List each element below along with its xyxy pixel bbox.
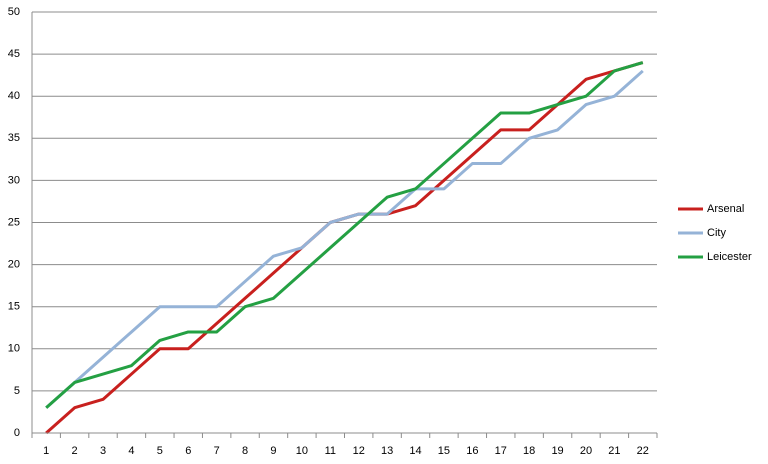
x-tick-label: 9 <box>270 445 276 457</box>
x-tick-label: 21 <box>608 445 620 457</box>
y-tick-label: 15 <box>8 301 20 313</box>
x-tick-label: 8 <box>242 445 248 457</box>
y-tick-label: 40 <box>8 90 20 102</box>
x-tick-label: 13 <box>381 445 393 457</box>
x-tick-label: 3 <box>100 445 106 457</box>
y-tick-label: 0 <box>14 427 20 439</box>
legend-label: Arsenal <box>707 203 744 215</box>
y-tick-label: 5 <box>14 385 20 397</box>
x-tick-label: 22 <box>637 445 649 457</box>
x-tick-label: 12 <box>353 445 365 457</box>
x-tick-label: 14 <box>409 445 421 457</box>
x-tick-label: 11 <box>325 445 336 457</box>
x-tick-label: 2 <box>72 445 78 457</box>
series-line <box>45 61 644 409</box>
x-tick-label: 20 <box>580 445 592 457</box>
y-tick-label: 25 <box>8 216 20 228</box>
series-line <box>45 69 644 409</box>
x-tick-label: 4 <box>128 445 134 457</box>
y-tick-label: 50 <box>8 6 20 18</box>
x-tick-label: 17 <box>495 445 507 457</box>
legend-label: City <box>707 227 726 239</box>
y-tick-label: 45 <box>8 48 20 60</box>
x-tick-label: 5 <box>157 445 163 457</box>
x-tick-label: 1 <box>43 445 49 457</box>
y-tick-label: 35 <box>8 132 20 144</box>
x-tick-label: 18 <box>523 445 535 457</box>
x-tick-label: 10 <box>296 445 308 457</box>
x-tick-label: 7 <box>214 445 220 457</box>
x-tick-label: 19 <box>551 445 563 457</box>
y-tick-label: 30 <box>8 174 20 186</box>
x-tick-label: 16 <box>466 445 478 457</box>
y-tick-label: 10 <box>8 343 20 355</box>
legend-label: Leicester <box>707 251 752 263</box>
x-tick-label: 6 <box>185 445 191 457</box>
series-line <box>45 61 644 435</box>
x-tick-label: 15 <box>438 445 450 457</box>
y-tick-label: 20 <box>8 259 20 271</box>
